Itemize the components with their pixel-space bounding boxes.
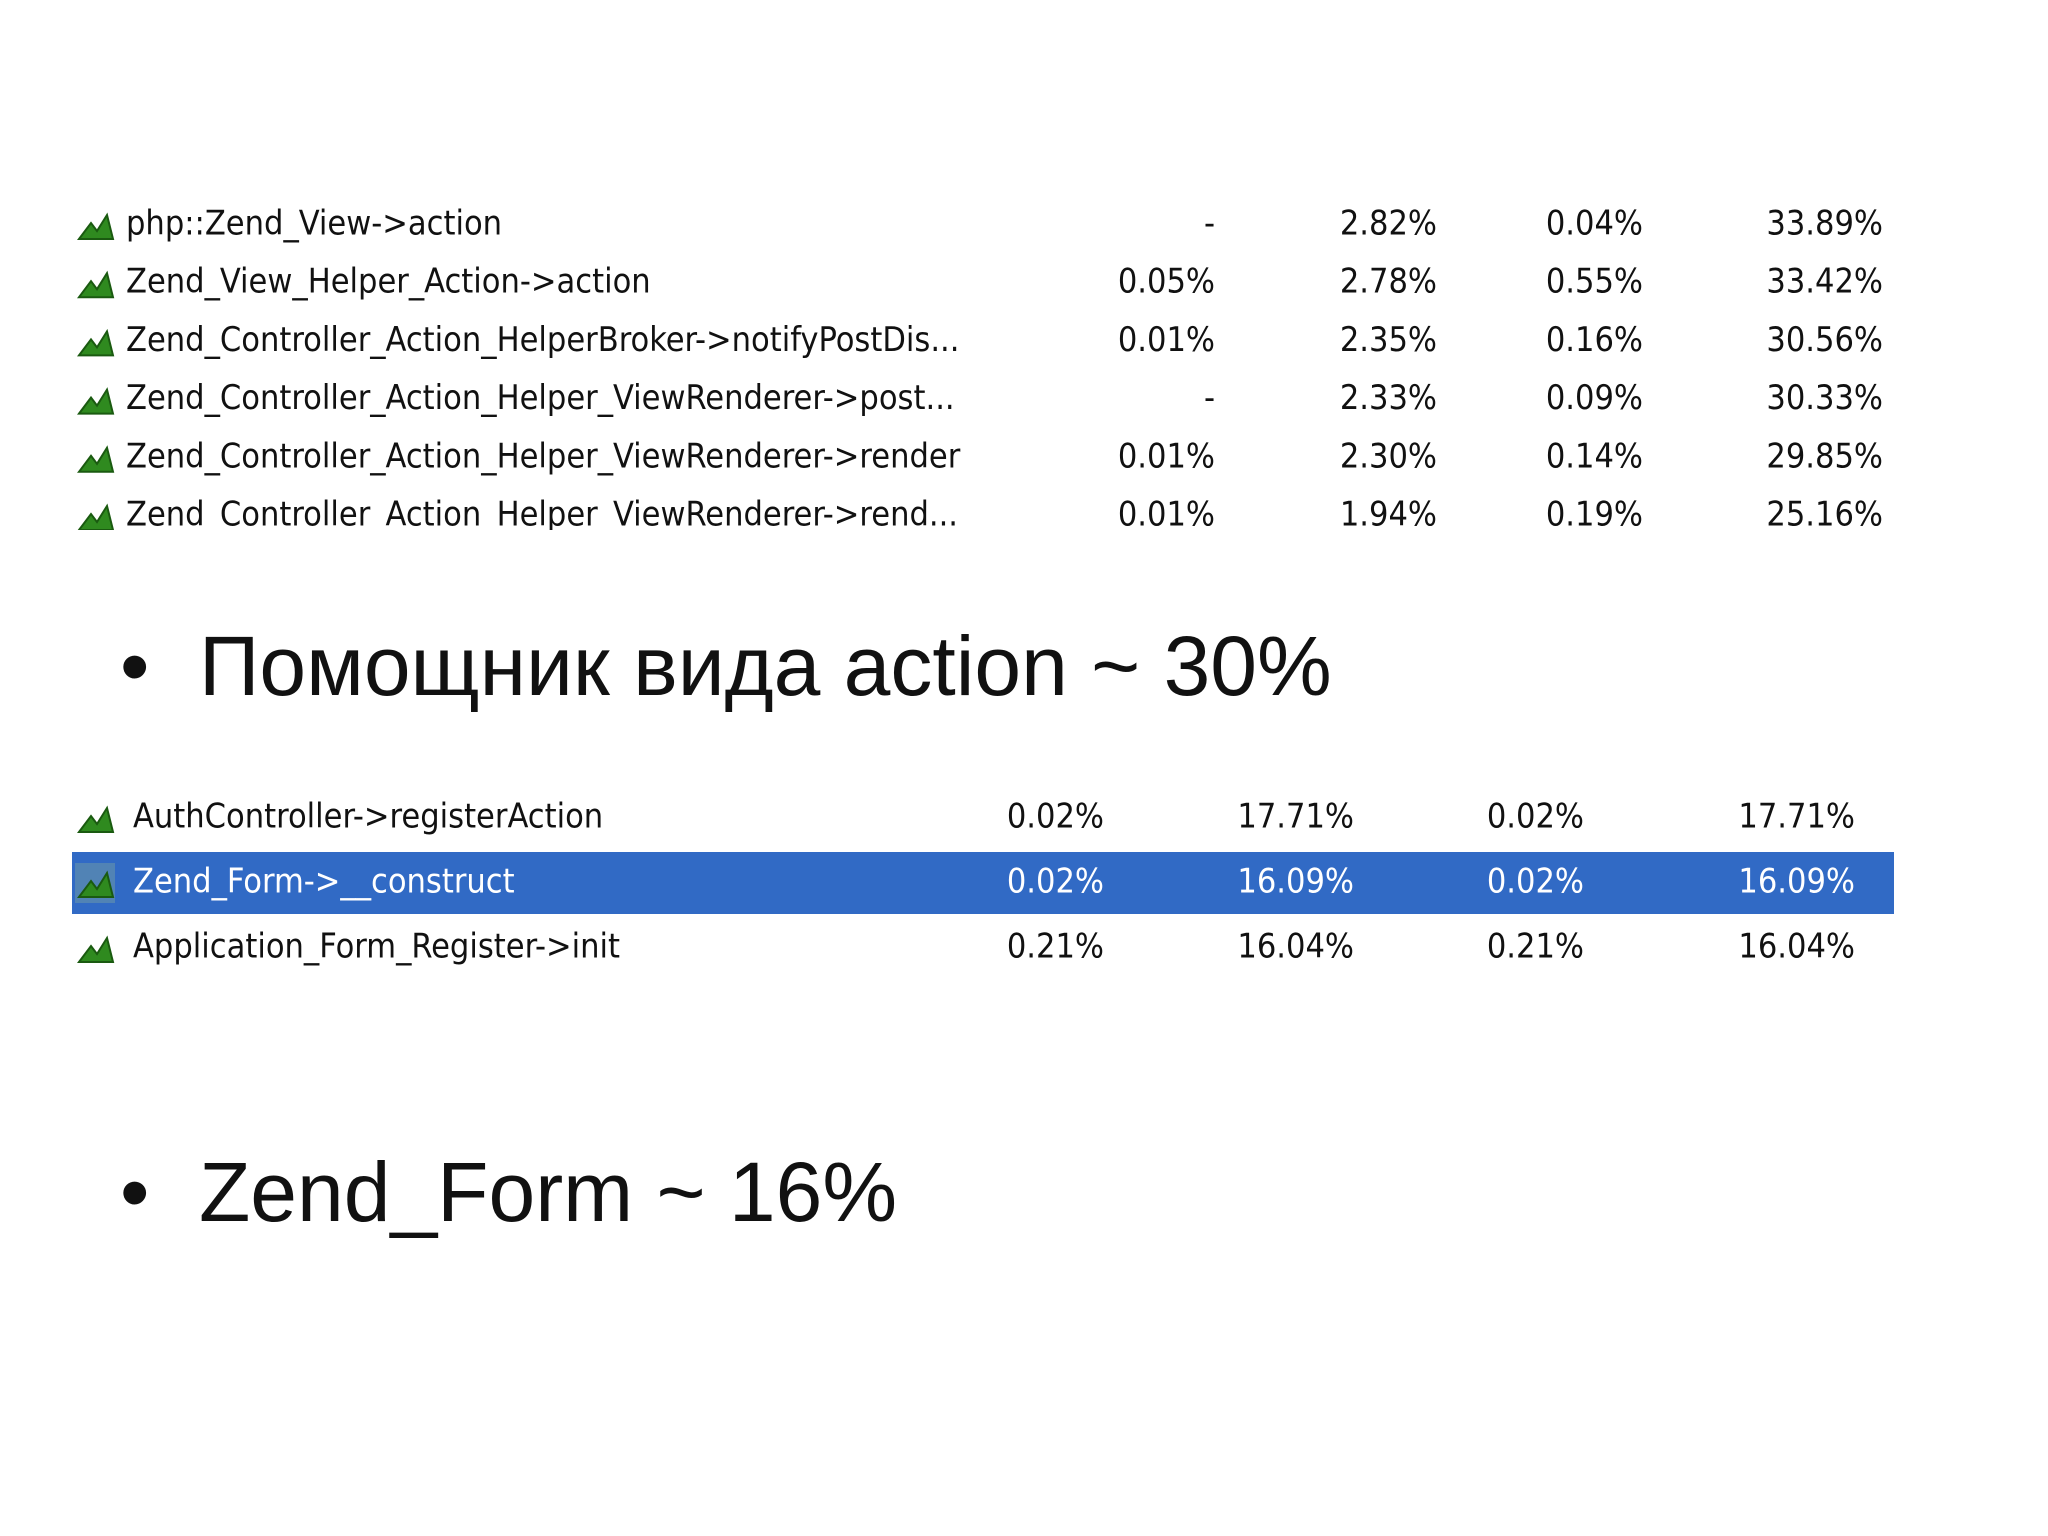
bullet-dot: • <box>120 1145 149 1239</box>
function-name: Zend_Controller_Action_Helper_ViewRender… <box>126 495 958 535</box>
percent-cell: 16.09% <box>1237 862 1354 902</box>
percent-cell: 17.71% <box>1237 797 1354 837</box>
percent-cell: 0.55% <box>1546 262 1643 302</box>
percent-cell: 0.19% <box>1546 495 1643 535</box>
percent-cell: 33.89% <box>1766 204 1883 244</box>
percent-cell: 2.82% <box>1340 204 1437 244</box>
percent-cell: 16.04% <box>1738 927 1855 967</box>
percent-cell: - <box>1204 378 1215 418</box>
percent-cell: 33.42% <box>1766 262 1883 302</box>
function-name: php::Zend_View->action <box>126 204 502 244</box>
profiler-table-bottom: AuthController->registerAction 0.02% 17.71… <box>72 797 1894 967</box>
percent-cell: 25.16% <box>1766 495 1883 535</box>
percent-cell: 0.02% <box>1007 797 1104 837</box>
percent-cell: 2.78% <box>1340 262 1437 302</box>
row-icon <box>77 805 115 833</box>
function-name: Zend_Form->__construct <box>133 862 515 902</box>
function-name: Zend_Controller_Action_Helper_ViewRender… <box>126 378 955 418</box>
row-icon <box>77 387 115 415</box>
percent-cell: 2.30% <box>1340 436 1437 476</box>
percent-cell: 17.71% <box>1738 797 1855 837</box>
row-icon <box>77 503 115 530</box>
percent-cell: 16.09% <box>1738 862 1855 902</box>
percent-cell: 0.01% <box>1118 495 1215 535</box>
percent-cell: 0.02% <box>1487 862 1584 902</box>
row-icon <box>77 870 115 898</box>
row-icon <box>77 935 115 963</box>
profiler-table-top: php::Zend_View->action -2.82% 0.04% 33.89%Z… <box>77 204 1883 535</box>
percent-cell: 0.02% <box>1007 862 1104 902</box>
function-name: Zend_Controller_Action_HelperBroker->not… <box>126 320 959 360</box>
percent-cell: 0.04% <box>1546 204 1643 244</box>
function-name: Zend_View_Helper_Action->action <box>126 262 651 302</box>
percent-cell: - <box>1204 204 1215 244</box>
percent-cell: 16.04% <box>1237 927 1354 967</box>
row-icon <box>77 445 115 473</box>
percent-cell: 2.35% <box>1340 320 1437 360</box>
percent-cell: 0.21% <box>1007 927 1104 967</box>
percent-cell: 0.01% <box>1118 320 1215 360</box>
row-icon <box>77 212 115 240</box>
bullet-text: Zend_Form ~ 16% <box>199 1145 897 1239</box>
percent-cell: 0.16% <box>1546 320 1643 360</box>
row-icon <box>77 270 115 299</box>
percent-cell: 0.05% <box>1118 262 1215 302</box>
percent-cell: 0.21% <box>1487 927 1584 967</box>
selected-row <box>72 852 1894 914</box>
percent-cell: 30.33% <box>1766 378 1883 418</box>
bullet-text: Помощник вида action ~ 30% <box>199 619 1332 713</box>
function-name: Application_Form_Register->init <box>133 927 620 967</box>
percent-cell: 0.09% <box>1546 378 1643 418</box>
percent-cell: 0.02% <box>1487 797 1584 837</box>
percent-cell: 0.01% <box>1118 436 1215 476</box>
percent-cell: 2.33% <box>1340 378 1437 418</box>
percent-cell: 0.14% <box>1546 436 1643 476</box>
function-name: Zend_Controller_Action_Helper_ViewRender… <box>126 436 961 476</box>
row-icon <box>77 328 115 357</box>
percent-cell: 1.94% <box>1340 495 1437 535</box>
percent-cell: 30.56% <box>1766 320 1883 360</box>
percent-cell: 29.85% <box>1766 436 1883 476</box>
function-name: AuthController->registerAction <box>133 797 603 837</box>
bullet-dot: • <box>120 619 149 713</box>
